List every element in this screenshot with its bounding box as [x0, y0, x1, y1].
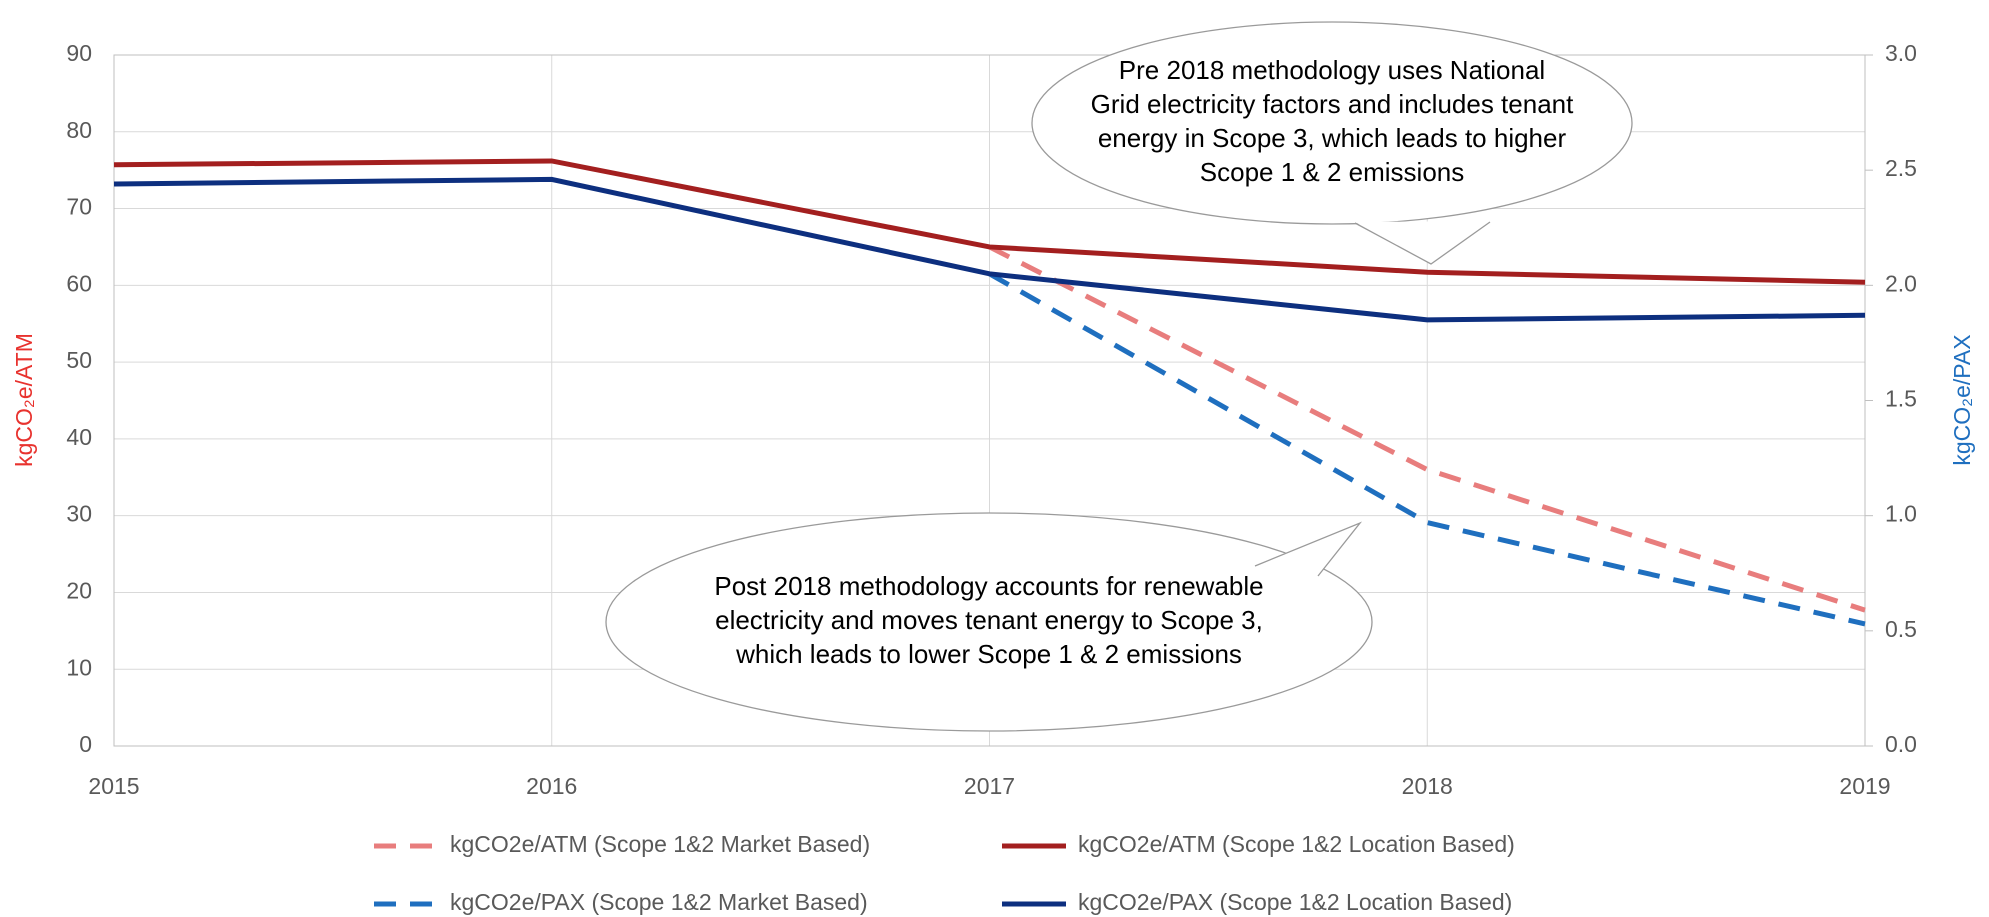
annotation-text: which leads to lower Scope 1 & 2 emissio… [735, 639, 1242, 669]
series-line [988, 271, 1866, 627]
y-tick-label: 10 [66, 654, 92, 680]
y2-tick-label: 0.0 [1885, 731, 1917, 757]
x-tick-label: 2018 [1402, 773, 1453, 799]
series-line [113, 158, 1866, 285]
y-tick-label: 90 [66, 40, 92, 66]
y-axis-label: kgCO₂e/ATM [11, 333, 37, 467]
x-tick-label: 2016 [526, 773, 577, 799]
annotation-text: Pre 2018 methodology uses National [1119, 55, 1545, 85]
annotation-text: energy in Scope 3, which leads to higher [1098, 123, 1567, 153]
series-line [988, 244, 1866, 613]
legend-label: kgCO2e/ATM (Scope 1&2 Location Based) [1078, 831, 1515, 857]
x-tick-label: 2015 [88, 773, 139, 799]
y-tick-label: 60 [66, 270, 92, 296]
annotation-text: Scope 1 & 2 emissions [1200, 157, 1464, 187]
legend-label: kgCO2e/ATM (Scope 1&2 Market Based) [450, 831, 870, 857]
y2-tick-label: 2.0 [1885, 270, 1917, 296]
y2-tick-label: 1.5 [1885, 386, 1917, 412]
annotation-text: electricity and moves tenant energy to S… [715, 605, 1263, 635]
y2-tick-label: 3.0 [1885, 40, 1917, 66]
callout [1031, 21, 1633, 265]
y2-tick-label: 0.5 [1885, 616, 1917, 642]
series-line [113, 176, 1866, 323]
y-tick-label: 20 [66, 578, 92, 604]
plot-frame [113, 54, 1866, 747]
y-tick-label: 70 [66, 194, 92, 220]
y2-tick-label: 2.5 [1885, 155, 1917, 181]
y2-tick-label: 1.0 [1885, 501, 1917, 527]
y-tick-label: 50 [66, 347, 92, 373]
x-tick-label: 2019 [1839, 773, 1890, 799]
y-tick-label: 40 [66, 424, 92, 450]
y-tick-label: 30 [66, 501, 92, 527]
y2-axis-label: kgCO₂e/PAX [1949, 334, 1975, 465]
annotation-text: Grid electricity factors and includes te… [1091, 89, 1574, 119]
legend-label: kgCO2e/PAX (Scope 1&2 Market Based) [450, 889, 868, 915]
y-tick-label: 80 [66, 117, 92, 143]
x-tick-label: 2017 [964, 773, 1015, 799]
callout [605, 512, 1373, 732]
annotation-text: Post 2018 methodology accounts for renew… [714, 571, 1263, 601]
y-tick-label: 0 [79, 731, 92, 757]
legend-label: kgCO2e/PAX (Scope 1&2 Location Based) [1078, 889, 1512, 915]
